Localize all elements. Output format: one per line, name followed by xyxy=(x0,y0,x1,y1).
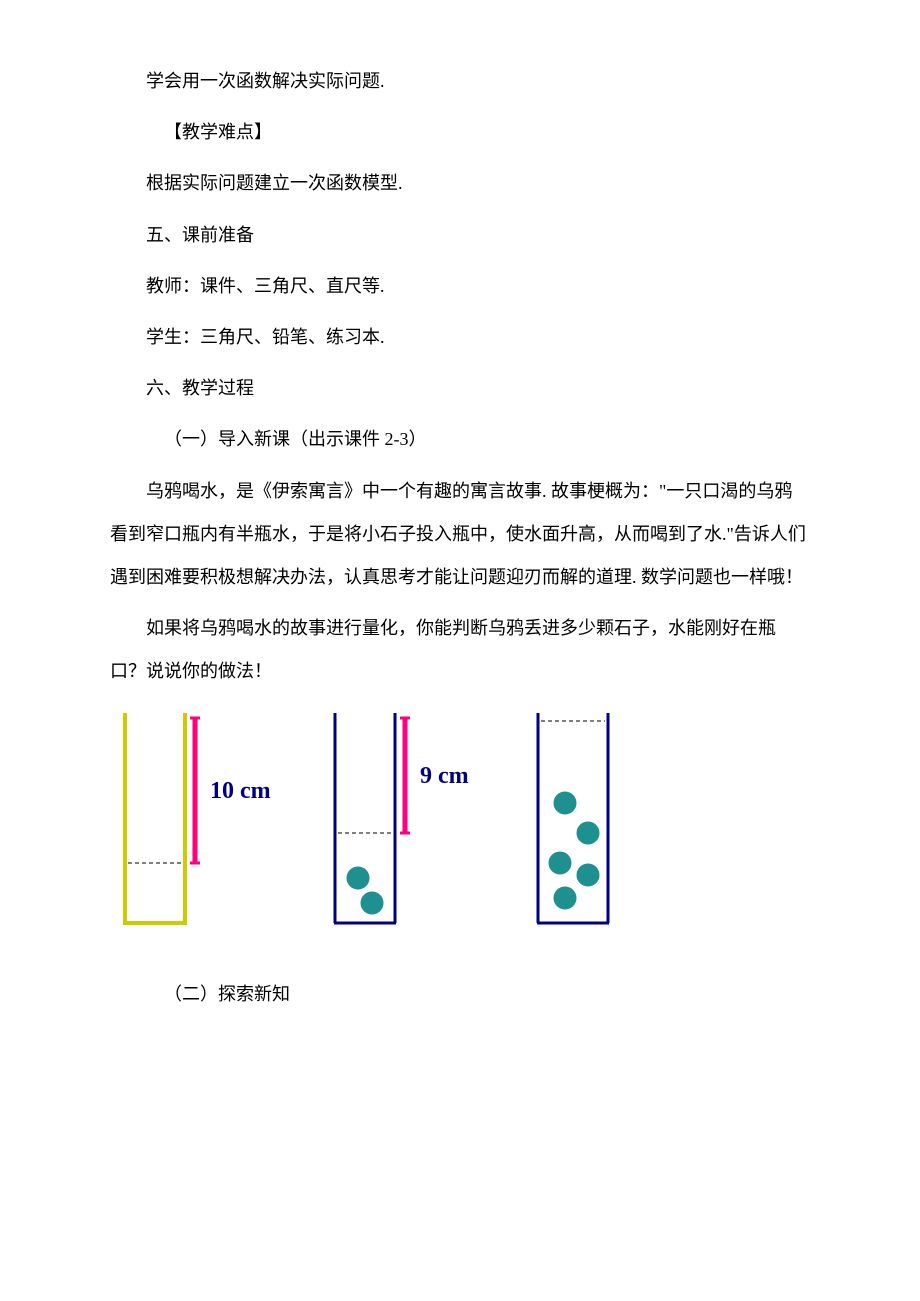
vessel-1-group: 10 cm xyxy=(120,713,290,933)
paragraph: 根据实际问题建立一次函数模型. xyxy=(110,162,810,205)
paragraph: 如果将乌鸦喝水的故事进行量化，你能判断乌鸦丢进多少颗石子，水能刚好在瓶口？说说你… xyxy=(110,607,810,693)
paragraph: 学生：三角尺、铅笔、练习本. xyxy=(110,316,810,359)
vessel-3-svg xyxy=(530,713,620,933)
stone-icon xyxy=(549,852,571,874)
subsection-heading: （一）导入新课（出示课件 2-3） xyxy=(110,418,810,461)
vessel-3-group xyxy=(530,713,620,933)
vessel-2-svg: 9 cm xyxy=(330,713,490,933)
section-heading: 五、课前准备 xyxy=(110,214,810,257)
height-label-2: 9 cm xyxy=(420,763,469,789)
height-label-1: 10 cm xyxy=(210,778,271,804)
stone-icon xyxy=(554,792,576,814)
subsection-heading: （二）探索新知 xyxy=(110,973,810,1016)
stone-icon xyxy=(577,864,599,886)
document-page: 学会用一次函数解决实际问题. 【教学难点】 根据实际问题建立一次函数模型. 五、… xyxy=(0,0,920,1085)
vessel-1-svg: 10 cm xyxy=(120,713,290,933)
section-heading: 【教学难点】 xyxy=(110,111,810,154)
paragraph: 教师：课件、三角尺、直尺等. xyxy=(110,265,810,308)
vessel-2-group: 9 cm xyxy=(330,713,490,933)
stone-icon xyxy=(577,822,599,844)
stone-icon xyxy=(361,892,383,914)
section-heading: 六、教学过程 xyxy=(110,367,810,410)
paragraph: 乌鸦喝水，是《伊索寓言》中一个有趣的寓言故事. 故事梗概为："一只口渴的乌鸦看到… xyxy=(110,470,810,600)
stone-icon xyxy=(554,887,576,909)
paragraph: 学会用一次函数解决实际问题. xyxy=(110,60,810,103)
figure-container: 10 cm 9 cm xyxy=(110,713,810,933)
stone-icon xyxy=(347,867,369,889)
